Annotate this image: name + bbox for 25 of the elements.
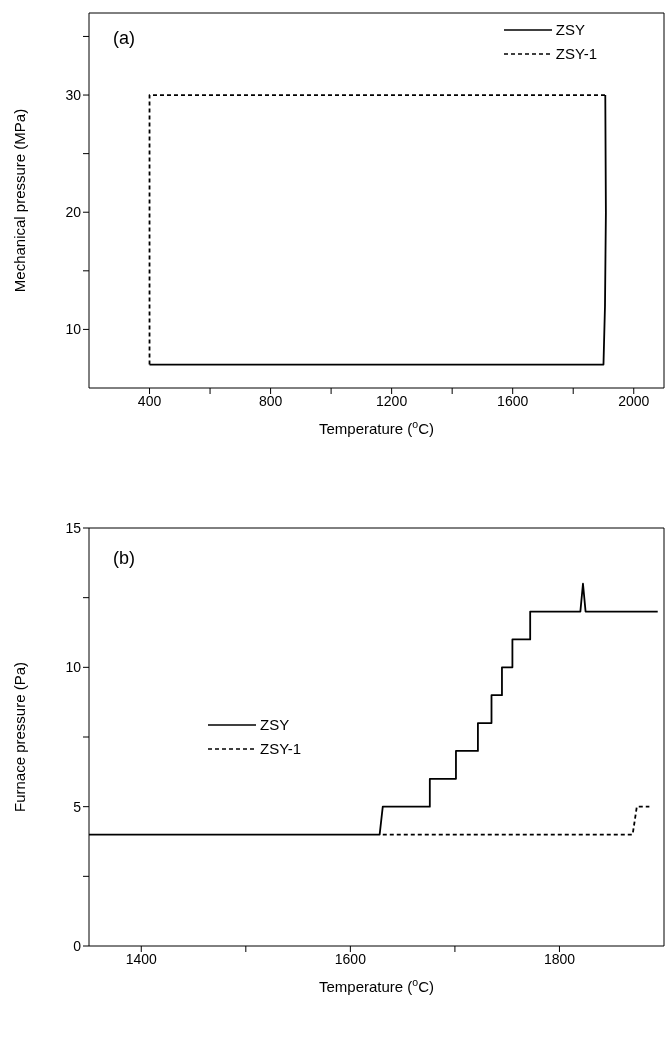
annotation: (b) xyxy=(113,548,135,569)
x-tick-label: 2000 xyxy=(618,392,650,409)
annotation: (a) xyxy=(113,28,135,49)
legend-label: ZSY-1 xyxy=(260,739,302,759)
x-tick-label: 1600 xyxy=(497,392,529,409)
y-tick-label: 10 xyxy=(65,321,82,338)
legend-label: ZSY xyxy=(260,715,290,735)
y-tick-label: 15 xyxy=(65,519,82,536)
x-tick-label: 1200 xyxy=(376,392,408,409)
x-tick-label: 1800 xyxy=(543,950,576,967)
x-axis-title: Temperature ($^{o}$C) xyxy=(318,418,435,437)
x-axis-title: Temperature ($^{o}$C) xyxy=(318,976,435,995)
x-tick-label: 1400 xyxy=(125,950,158,967)
x-tick-label: 400 xyxy=(137,392,162,409)
y-axis-title: Mechanical pressure (MPa) xyxy=(11,108,29,293)
y-tick-label: 30 xyxy=(65,87,82,103)
legend-label: ZSY-1 xyxy=(555,44,597,64)
x-tick-label: 1600 xyxy=(334,950,367,967)
x-tick-label: 800 xyxy=(258,392,283,409)
y-axis-title: Furnace pressure (Pa) xyxy=(11,661,29,813)
y-tick-label: 10 xyxy=(65,659,82,676)
y-tick-label: 5 xyxy=(73,798,82,815)
y-tick-label: 0 xyxy=(73,937,82,954)
y-tick-label: 20 xyxy=(65,204,82,221)
legend-label: ZSY xyxy=(555,20,586,40)
